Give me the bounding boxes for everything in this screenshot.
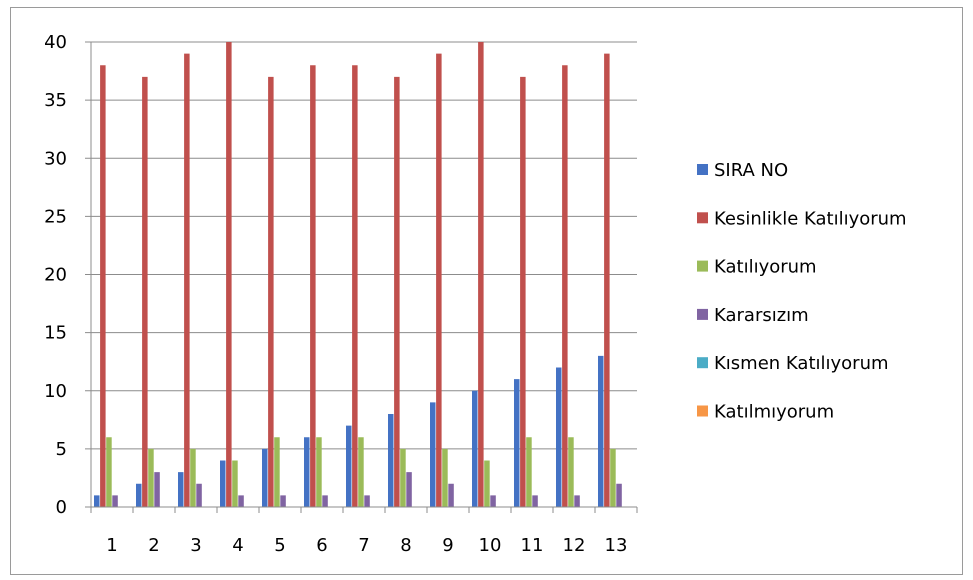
legend-swatch (697, 164, 708, 175)
x-tick-label: 12 (563, 535, 586, 556)
y-tick-label: 40 (44, 32, 67, 53)
bar-sira-no-10 (472, 390, 478, 507)
x-axis-ticks: 1 2 3 4 5 6 7 8 9 10 11 12 13 (90, 507, 638, 556)
bar-sira-no-2 (136, 483, 142, 507)
legend-label: Kararsızım (714, 305, 809, 326)
legend-swatch (697, 405, 708, 417)
bar-kesinlikle-katılıyorum-6 (310, 65, 316, 507)
bar-sira-no-8 (388, 414, 394, 507)
bar-kararsızım-4 (238, 495, 244, 507)
bar-katılıyorum-3 (190, 448, 196, 507)
bar-kesinlikle-katılıyorum-11 (520, 76, 526, 507)
bar-kesinlikle-katılıyorum-4 (226, 42, 232, 507)
bar-kararsızım-3 (196, 483, 202, 507)
bar-kararsızım-5 (280, 495, 286, 507)
bar-katılıyorum-10 (484, 460, 490, 507)
bars (94, 42, 622, 507)
bar-katılıyorum-13 (610, 448, 616, 507)
y-tick-label: 10 (44, 381, 67, 402)
bar-katılıyorum-11 (526, 437, 532, 507)
bar-kesinlikle-katılıyorum-8 (394, 76, 400, 507)
bar-katılıyorum-2 (148, 448, 154, 507)
legend-swatch (697, 212, 708, 224)
bar-kesinlikle-katılıyorum-10 (478, 42, 484, 507)
bar-sira-no-5 (262, 448, 268, 507)
y-tick-label: 30 (44, 148, 67, 169)
bar-sira-no-6 (304, 437, 310, 507)
bar-kesinlikle-katılıyorum-7 (352, 65, 358, 507)
bar-sira-no-11 (514, 379, 520, 507)
gridlines (91, 41, 637, 450)
legend: SIRA NO Kesinlikle Katılıyorum Katılıyorum… (697, 160, 907, 423)
y-tick-label: 35 (44, 90, 67, 111)
bar-kesinlikle-katılıyorum-9 (436, 53, 442, 507)
bar-kesinlikle-katılıyorum-3 (184, 53, 190, 507)
y-tick-label: 15 (44, 323, 67, 344)
legend-label: Katılmıyorum (714, 402, 834, 423)
bar-katılıyorum-7 (358, 437, 364, 507)
bar-katılıyorum-9 (442, 448, 448, 507)
bar-katılıyorum-1 (106, 437, 112, 507)
bar-kararsızım-10 (490, 495, 496, 507)
axes (90, 42, 637, 508)
bar-kararsızım-12 (574, 495, 580, 507)
y-tick-label: 25 (44, 206, 67, 227)
bar-katılıyorum-4 (232, 460, 238, 507)
bar-sira-no-12 (556, 367, 562, 507)
bar-kararsızım-13 (616, 483, 622, 507)
bar-kararsızım-8 (406, 472, 412, 507)
bar-katılıyorum-12 (568, 437, 574, 507)
bar-kararsızım-7 (364, 495, 370, 507)
bar-kararsızım-6 (322, 495, 328, 507)
legend-label: Kısmen Katılıyorum (714, 353, 889, 374)
x-tick-label: 4 (232, 535, 243, 556)
x-tick-label: 3 (190, 535, 201, 556)
legend-label: Katılıyorum (714, 257, 817, 278)
bar-kesinlikle-katılıyorum-12 (562, 65, 568, 507)
bar-kararsızım-11 (532, 495, 538, 507)
bar-kararsızım-9 (448, 483, 454, 507)
bar-kesinlikle-katılıyorum-1 (100, 65, 106, 507)
y-tick-label: 20 (44, 265, 67, 286)
x-tick-label: 5 (274, 535, 285, 556)
bar-katılıyorum-8 (400, 448, 406, 507)
x-tick-label: 13 (605, 535, 628, 556)
x-tick-label: 10 (479, 535, 502, 556)
x-tick-label: 9 (442, 535, 453, 556)
y-axis-ticks: 0 5 10 15 20 25 30 35 40 (44, 32, 91, 518)
x-tick-label: 8 (400, 535, 411, 556)
bar-kesinlikle-katılıyorum-5 (268, 76, 274, 507)
legend-label: SIRA NO (714, 160, 788, 181)
y-tick-label: 5 (56, 439, 67, 460)
bar-katılıyorum-5 (274, 437, 280, 507)
legend-swatch (697, 260, 708, 272)
bar-kararsızım-2 (154, 472, 160, 507)
bar-kesinlikle-katılıyorum-13 (604, 53, 610, 507)
x-tick-label: 6 (316, 535, 327, 556)
legend-label: Kesinlikle Katılıyorum (714, 208, 907, 229)
bar-sira-no-13 (598, 355, 604, 507)
bar-kararsızım-1 (112, 495, 118, 507)
x-tick-label: 2 (148, 535, 159, 556)
x-tick-label: 7 (358, 535, 369, 556)
y-tick-label: 0 (56, 497, 67, 518)
bar-sira-no-4 (220, 460, 226, 507)
legend-swatch (697, 308, 708, 320)
bar-sira-no-3 (178, 472, 184, 507)
x-tick-label: 1 (106, 535, 117, 556)
bar-sira-no-9 (430, 402, 436, 507)
bar-sira-no-1 (94, 495, 100, 507)
bar-sira-no-7 (346, 425, 352, 507)
bar-katılıyorum-6 (316, 437, 322, 507)
x-tick-label: 11 (521, 535, 544, 556)
legend-swatch (697, 357, 708, 369)
bar-kesinlikle-katılıyorum-2 (142, 76, 148, 507)
